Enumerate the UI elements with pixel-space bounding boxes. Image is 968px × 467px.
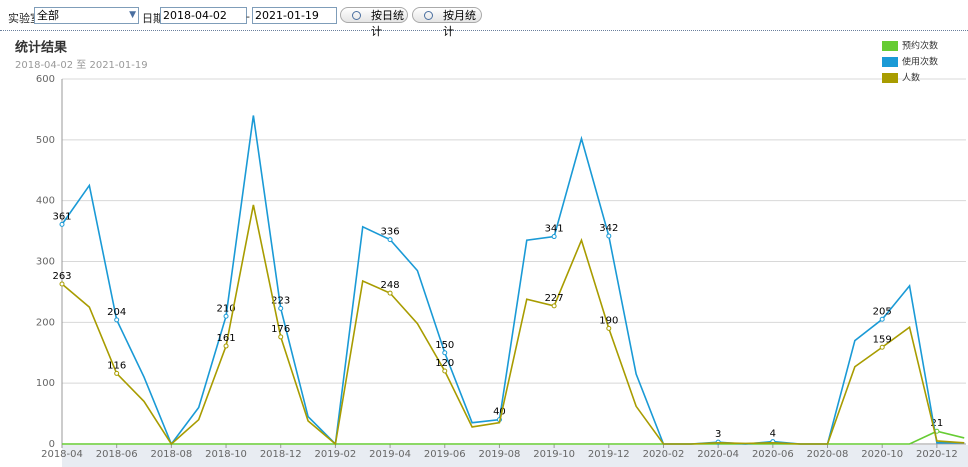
point-marker	[59, 221, 65, 227]
data-label: 341	[545, 224, 564, 235]
data-label: 4	[770, 429, 776, 440]
x-tick-label: 2018-12	[260, 449, 302, 460]
date-separator: -	[246, 10, 250, 23]
x-tick-label: 2020-02	[643, 449, 685, 460]
point-marker	[879, 316, 885, 322]
y-tick-label: 100	[36, 378, 55, 389]
data-label: 210	[216, 303, 235, 314]
y-tick-label: 500	[36, 135, 55, 146]
y-tick-label: 300	[36, 257, 55, 268]
x-tick-label: 2019-12	[588, 449, 630, 460]
x-tick-label: 2020-04	[697, 449, 739, 460]
chart-title: 统计结果	[15, 40, 67, 56]
dropdown-arrow: ▼	[129, 10, 136, 20]
data-label: 227	[545, 293, 564, 304]
lab-value: 全部	[37, 9, 59, 22]
legend-swatch	[882, 57, 898, 67]
x-tick-label: 2019-02	[315, 449, 357, 460]
data-label: 21	[931, 418, 944, 429]
end-date: 2021-01-19	[255, 9, 319, 22]
point-marker	[442, 368, 448, 374]
x-tick-label: 2020-06	[752, 449, 794, 460]
date-label: 日期	[142, 12, 164, 25]
point-marker	[606, 325, 612, 331]
y-tick-label: 200	[36, 317, 55, 328]
legend-swatch	[882, 41, 898, 51]
chart-subtitle: 2018-04-02 至 2021-01-19	[15, 59, 148, 71]
series-line	[61, 204, 965, 446]
data-label: 176	[271, 324, 290, 335]
start-date: 2018-04-02	[163, 9, 227, 22]
x-tick-label: 2020-08	[807, 449, 849, 460]
series-line	[61, 115, 965, 446]
x-tick-label: 2018-04	[41, 449, 83, 460]
y-tick-label: 0	[49, 439, 55, 450]
monthly-button[interactable]: 按月统计	[412, 7, 482, 38]
data-label: 361	[52, 211, 71, 222]
data-label: 116	[107, 360, 126, 371]
navigator	[62, 445, 968, 467]
x-tick-label: 2018-08	[150, 449, 192, 460]
point-marker	[223, 313, 229, 319]
data-label: 3	[715, 429, 721, 440]
legend-label: 预约次数	[902, 40, 938, 52]
point-marker	[387, 290, 393, 296]
point-marker	[442, 350, 448, 356]
legend-label: 使用次数	[902, 56, 938, 68]
data-label: 159	[873, 334, 892, 345]
point-marker	[551, 303, 557, 309]
data-label: 190	[599, 315, 618, 326]
data-label: 336	[381, 227, 400, 238]
toolbar: 实验室 全部 ▼ 日期 2018-04-02 - 2021-01-19 按日统计 …	[0, 0, 968, 38]
x-tick-label: 2019-10	[533, 449, 575, 460]
point-marker	[223, 343, 229, 349]
lab-select[interactable]: 全部 ▼	[34, 7, 139, 24]
x-tick-label: 2018-10	[205, 449, 247, 460]
y-tick-label: 600	[36, 74, 55, 85]
data-label: 161	[216, 333, 235, 344]
x-tick-label: 2020-10	[861, 449, 903, 460]
point-marker	[387, 237, 393, 243]
data-label: 150	[435, 340, 454, 351]
point-marker	[879, 344, 885, 350]
point-marker	[278, 334, 284, 340]
data-label: 342	[599, 223, 618, 234]
y-tick-label: 400	[36, 196, 55, 207]
x-tick-label: 2018-06	[96, 449, 138, 460]
data-label: 263	[52, 271, 71, 282]
chart: 统计结果 2018-04-02 至 2021-01-19 0 100 200 300 4…	[15, 40, 968, 467]
data-label: 120	[435, 358, 454, 369]
daily-button[interactable]: 按日统计	[340, 7, 408, 38]
start-date-input[interactable]: 2018-04-02	[160, 7, 247, 24]
point-marker	[59, 281, 65, 287]
point-marker	[114, 370, 120, 376]
x-tick-label: 2019-08	[479, 449, 521, 460]
x-tick-label: 2020-12	[916, 449, 958, 460]
data-label: 205	[873, 306, 892, 317]
point-marker	[606, 233, 612, 239]
data-label: 248	[381, 280, 400, 291]
legend-swatch	[882, 73, 898, 83]
data-label: 223	[271, 295, 290, 306]
point-marker	[551, 234, 557, 240]
data-label: 204	[107, 307, 126, 318]
x-tick-label: 2019-06	[424, 449, 466, 460]
x-tick-label: 2019-04	[369, 449, 411, 460]
point-marker	[114, 317, 120, 323]
data-label: 40	[493, 407, 506, 418]
point-marker	[278, 305, 284, 311]
end-date-input[interactable]: 2021-01-19	[252, 7, 337, 24]
lab-label: 实验室	[8, 12, 41, 25]
legend-label: 人数	[902, 72, 920, 84]
